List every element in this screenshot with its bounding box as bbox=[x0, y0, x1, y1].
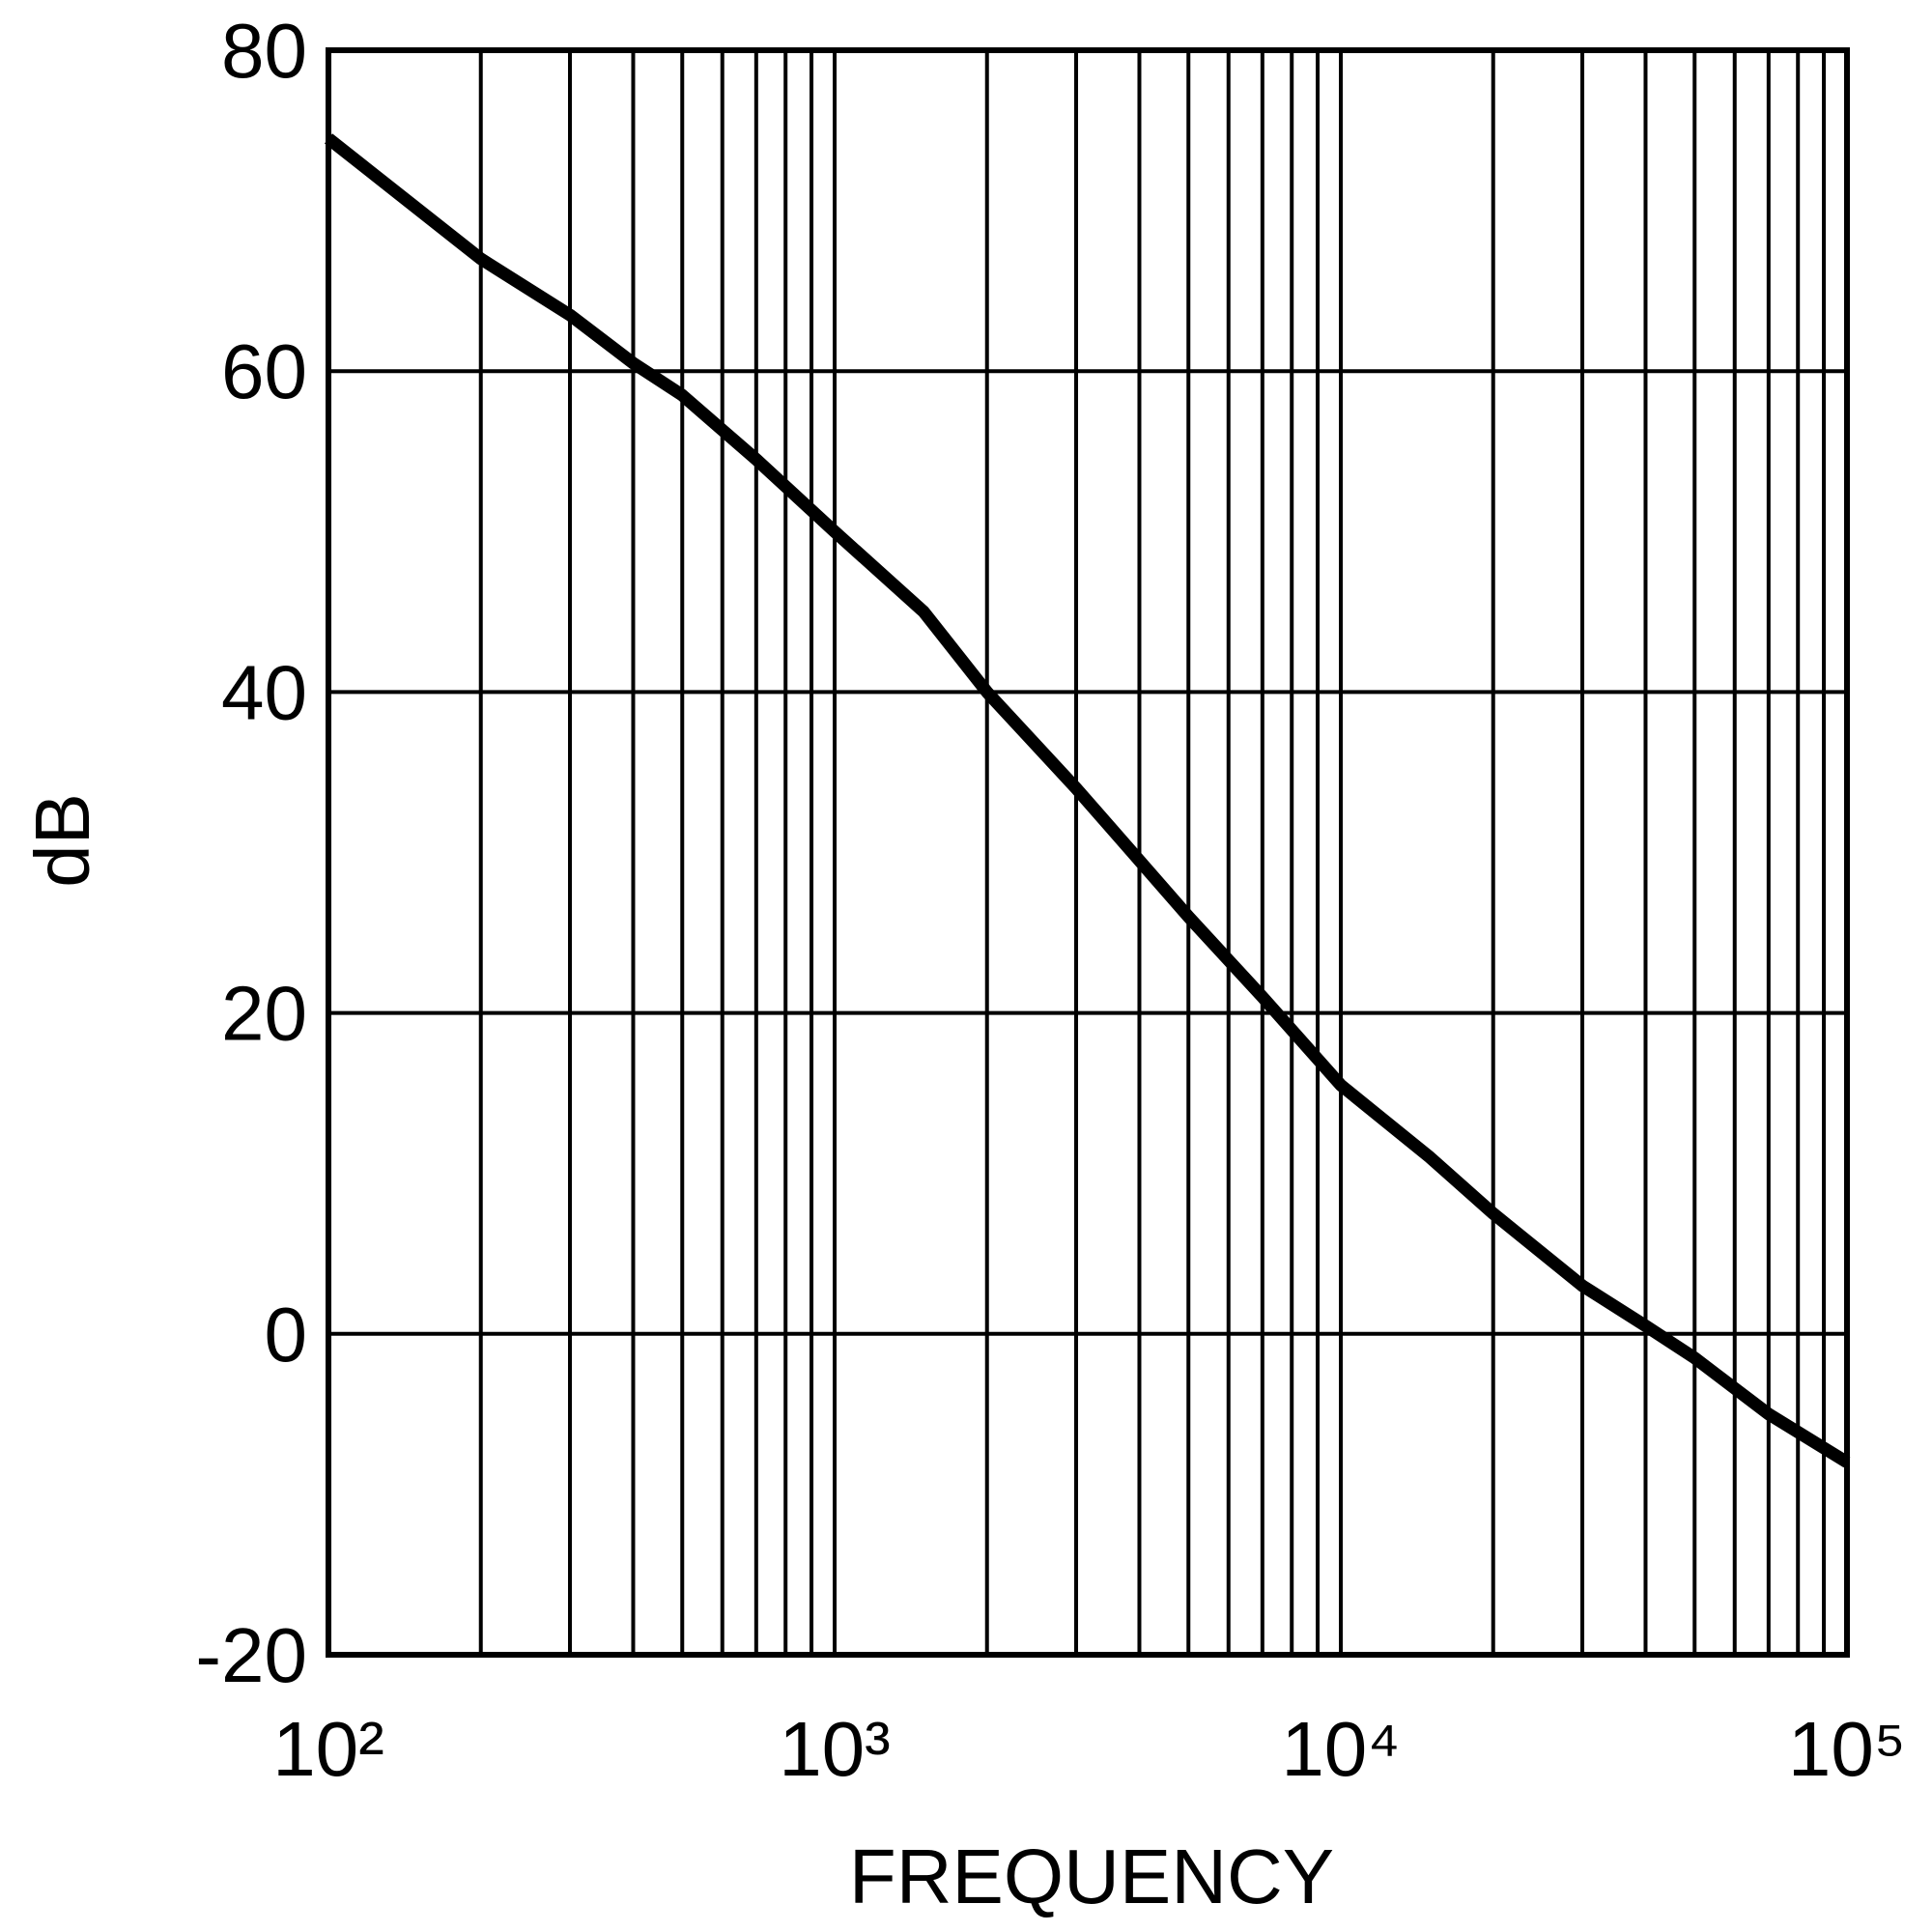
x-axis-label: FREQUENCY bbox=[849, 1833, 1334, 1919]
y-tick-label: 0 bbox=[265, 1292, 308, 1378]
y-tick-label: 80 bbox=[221, 8, 307, 94]
x-tick-label: 10⁴ bbox=[1281, 1706, 1400, 1792]
x-tick-label: 10² bbox=[272, 1706, 384, 1792]
y-tick-label: -20 bbox=[195, 1612, 307, 1698]
y-tick-label: 20 bbox=[221, 971, 307, 1057]
plot-frame bbox=[326, 47, 1850, 1658]
x-tick-label: 10³ bbox=[779, 1706, 891, 1792]
data-line bbox=[324, 133, 1851, 1468]
y-axis-label: dB bbox=[19, 793, 105, 888]
y-tick-label: 60 bbox=[221, 328, 307, 414]
y-tick-label: 40 bbox=[221, 649, 307, 735]
x-tick-label: 10⁵ bbox=[1788, 1706, 1906, 1792]
